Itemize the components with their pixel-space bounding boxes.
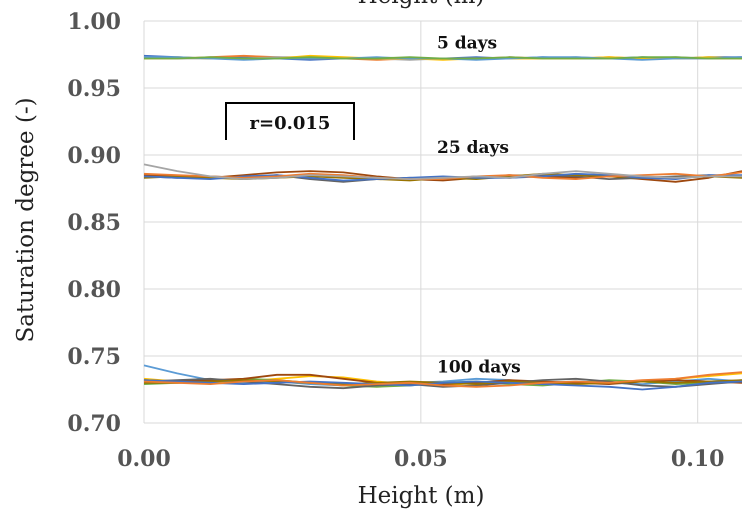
series-line <box>143 163 742 181</box>
annotation-label: 100 days <box>437 358 521 378</box>
y-tick-label: 0.90 <box>67 143 121 169</box>
r-label-bracket: r=0.015 <box>225 102 355 140</box>
series-line <box>143 379 742 391</box>
annotation-label: 5 days <box>437 33 497 53</box>
y-tick-label: 0.75 <box>67 344 121 370</box>
x-tick-label: 0.05 <box>394 446 448 472</box>
y-tick-label: 0.80 <box>67 277 121 303</box>
grid <box>143 20 742 424</box>
annotation-label: 25 days <box>437 138 509 158</box>
series-lines <box>143 54 742 391</box>
series-line <box>143 371 742 388</box>
y-tick-label: 0.95 <box>67 76 121 102</box>
series-line <box>143 172 742 182</box>
r-label: r=0.015 <box>250 113 331 134</box>
series-line <box>143 364 742 387</box>
annotations: 5 days 25 days 100 days <box>437 33 521 377</box>
y-tick-labels: 0.70 0.75 0.80 0.85 0.90 0.95 1.00 <box>67 9 121 437</box>
series-line <box>144 56 742 60</box>
top-axis-label: Height (m) <box>358 0 485 9</box>
series-line <box>143 170 742 183</box>
x-tick-labels: 0.00 0.05 0.10 <box>117 446 724 472</box>
x-tick-label: 0.10 <box>671 446 725 472</box>
y-axis-label: Saturation degree (-) <box>13 97 39 342</box>
y-tick-label: 0.70 <box>67 411 121 437</box>
series-line <box>143 171 742 181</box>
x-tick-label: 0.00 <box>117 446 171 472</box>
x-axis-label: Height (m) <box>358 483 485 509</box>
y-tick-label: 1.00 <box>67 9 121 35</box>
y-tick-label: 0.85 <box>67 210 121 236</box>
